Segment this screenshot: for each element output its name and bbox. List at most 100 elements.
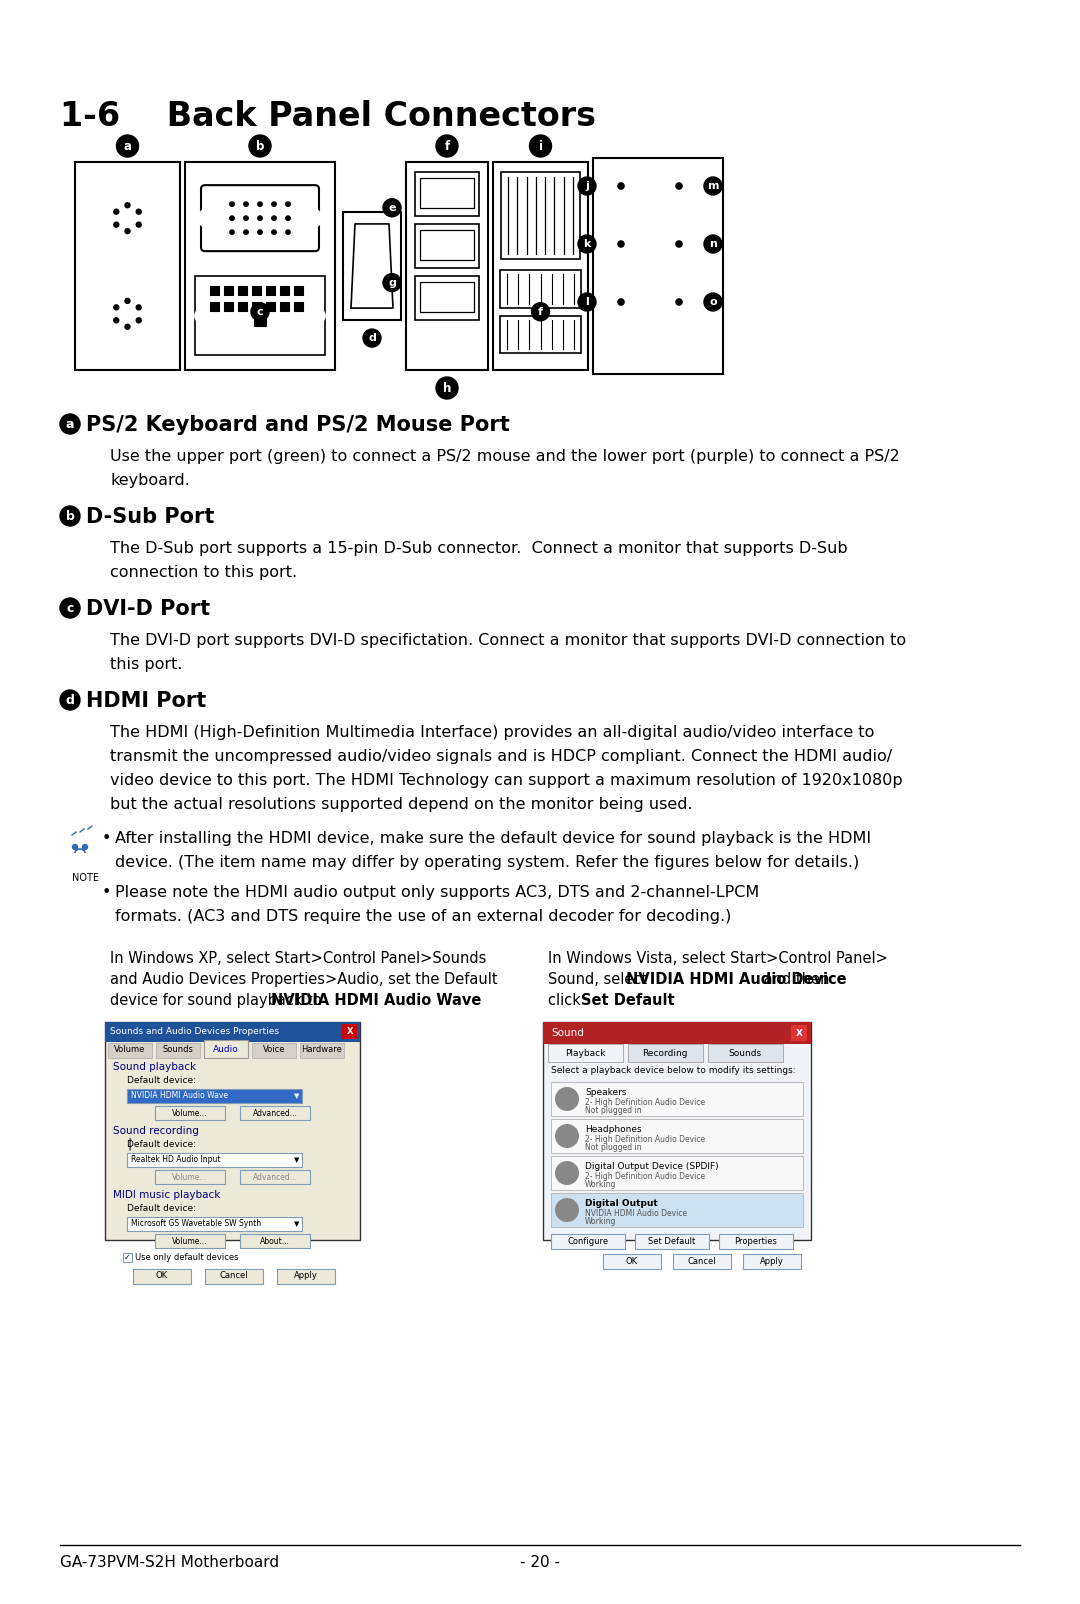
Text: •: • [102,885,111,900]
Text: Use the upper port (green) to connect a PS/2 mouse and the lower port (purple) t: Use the upper port (green) to connect a … [110,449,900,464]
Text: click: click [548,993,585,1007]
Bar [420,178,474,209]
Bar [240,1107,310,1120]
Text: Working: Working [585,1217,617,1225]
Circle shape [286,217,291,220]
Bar [743,1254,801,1269]
Text: After installing the HDMI device, make sure the default device for sound playbac: After installing the HDMI device, make s… [114,831,872,845]
Text: Select a playback device below to modify its settings:: Select a playback device below to modify… [551,1067,796,1075]
Text: a: a [66,417,75,430]
Text: Sound playback: Sound playback [113,1062,197,1071]
Text: device. (The item name may differ by operating system. Refer the figures below f: device. (The item name may differ by ope… [114,855,860,869]
Text: Set Default: Set Default [648,1237,696,1245]
Text: Please note the HDMI audio output only supports AC3, DTS and 2-channel-LPCM: Please note the HDMI audio output only s… [114,885,759,900]
Text: Volume...: Volume... [172,1237,207,1245]
Circle shape [136,209,141,215]
Bar [240,1233,310,1248]
Circle shape [125,202,130,207]
Circle shape [611,176,631,196]
Text: Sound: Sound [551,1028,584,1038]
Bar [195,276,325,356]
Bar [420,282,474,313]
Circle shape [670,294,688,311]
Bar [280,303,289,311]
Circle shape [436,135,458,157]
Circle shape [611,234,631,253]
Bar [75,162,180,371]
Circle shape [555,1198,579,1222]
Circle shape [60,598,80,618]
Text: ▼: ▼ [294,1156,299,1163]
Text: keyboard.: keyboard. [110,473,190,488]
Circle shape [125,298,130,303]
Circle shape [60,414,80,435]
Circle shape [113,305,119,310]
Circle shape [230,217,234,220]
Circle shape [113,209,119,215]
Circle shape [363,329,381,346]
Circle shape [258,229,262,234]
Text: Apply: Apply [760,1256,784,1266]
Polygon shape [351,225,393,308]
Circle shape [106,292,150,337]
Circle shape [60,690,80,711]
Text: Digital Output Device (SPDIF): Digital Output Device (SPDIF) [585,1161,718,1171]
Circle shape [136,305,141,310]
Bar [603,1254,661,1269]
Circle shape [136,221,141,228]
Bar [127,1217,302,1230]
Bar [593,159,723,374]
Circle shape [244,217,248,220]
Circle shape [303,209,322,228]
Circle shape [578,236,596,253]
Text: Default device:: Default device: [127,1076,195,1084]
Circle shape [82,844,87,850]
Circle shape [657,164,701,209]
Text: Hardware: Hardware [301,1046,342,1054]
Bar [127,1153,302,1168]
Text: D-Sub Port: D-Sub Port [86,507,214,528]
Bar [123,1253,132,1262]
Text: Volume...: Volume... [172,1173,207,1182]
Text: Voice: Voice [262,1046,285,1054]
Text: Audio: Audio [213,1044,239,1054]
Circle shape [599,281,643,324]
Circle shape [599,164,643,209]
Bar [791,1025,807,1041]
Circle shape [117,135,138,157]
Circle shape [676,298,683,305]
Text: this port.: this port. [110,658,183,672]
Text: About...: About... [260,1237,289,1245]
Circle shape [244,229,248,234]
Circle shape [286,229,291,234]
Text: m: m [707,181,719,191]
Circle shape [555,1124,579,1148]
Bar [156,1169,225,1184]
Circle shape [272,202,276,207]
Circle shape [272,229,276,234]
Circle shape [72,844,78,850]
Text: d: d [368,334,376,343]
Text: |: | [127,1137,132,1150]
Bar [133,1269,191,1283]
Text: Realtek HD Audio Input: Realtek HD Audio Input [131,1155,220,1165]
Text: h: h [443,382,451,395]
Bar [415,276,480,321]
Bar [420,229,474,260]
Circle shape [64,836,96,868]
Text: Use only default devices: Use only default devices [135,1253,239,1261]
Text: but the actual resolutions supported depend on the monitor being used.: but the actual resolutions supported dep… [110,797,692,812]
Text: DVI-D Port: DVI-D Port [86,598,211,619]
Text: transmit the uncompressed audio/video signals and is HDCP compliant. Connect the: transmit the uncompressed audio/video si… [110,749,892,764]
Text: Cancel: Cancel [688,1256,716,1266]
Text: Configure: Configure [567,1237,608,1245]
Text: formats. (AC3 and DTS require the use of an external decoder for decoding.): formats. (AC3 and DTS require the use of… [114,909,731,924]
Bar [294,287,303,295]
Bar [252,287,261,295]
Text: c: c [66,602,73,614]
Bar [204,1039,248,1059]
Circle shape [230,202,234,207]
Bar [254,306,266,326]
Circle shape [125,324,130,329]
Text: Sounds: Sounds [728,1049,761,1057]
